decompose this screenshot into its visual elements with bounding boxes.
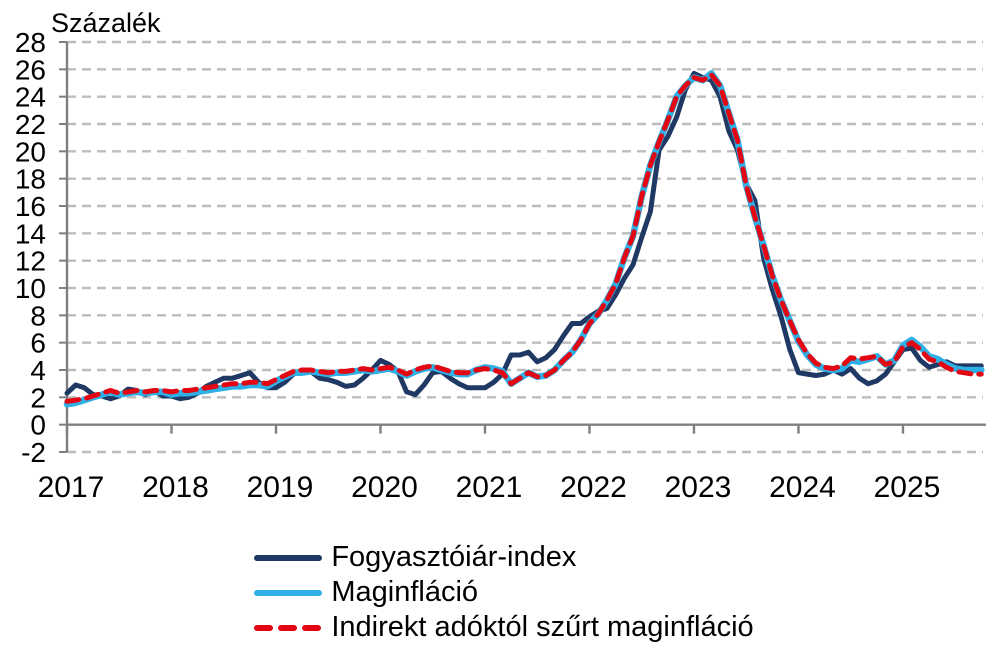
chart-legend: Fogyasztóiár-index Maginfláció Indirekt ad… [0,540,1007,645]
y-tick-label: 0 [30,410,46,441]
y-tick-label: 18 [15,164,46,195]
x-tick-label: 2017 [38,471,105,504]
y-tick-label: 16 [15,191,46,222]
axes [59,41,986,453]
legend-item-maginflacio: Maginfláció [253,575,478,610]
x-tick-label: 2021 [456,471,523,504]
legend-line-sample-fogyasztoiar-index [254,554,323,561]
y-tick-label: 4 [30,355,46,386]
x-tick-label: 2023 [665,471,732,504]
y-tick-label: 6 [30,328,46,359]
legend-label-fogyasztoiar-index: Fogyasztóiár-index [331,541,577,573]
x-tick-label: 2019 [247,471,314,504]
legend-line-sample-indirekt-adoktol-szurt-maginflacio [254,624,323,631]
chart-title: Százalék [51,8,161,38]
y-tick-label: 24 [15,82,46,113]
legend-line-sample-maginflacio [254,589,323,596]
y-tick-label: 12 [15,246,46,277]
x-tick-label: 2025 [874,471,941,504]
y-tick-label: 26 [15,54,46,85]
x-tick-label: 2018 [142,471,209,504]
legend-item-fogyasztoiar-index: Fogyasztóiár-index [253,540,576,575]
y-tick-label: -2 [21,437,46,468]
y-tick-label: 8 [30,300,46,331]
chart-legend-items: Fogyasztóiár-index Maginfláció Indirekt ad… [253,540,754,645]
legend-item-indirekt-adoktol-szurt-maginflacio: Indirekt adóktól szűrt maginfláció [253,610,754,645]
x-tick-label: 2024 [769,471,836,504]
series-lines [63,70,985,408]
y-tick-label: 14 [15,218,46,249]
x-tick-label: 2022 [560,471,627,504]
y-tick-label: 20 [15,136,46,167]
x-tick-label: 2020 [351,471,418,504]
gridlines [67,40,983,454]
series-line-indirekt-adoktol-szurt-maginflacio [64,72,984,404]
y-tick-label: 22 [15,109,46,140]
legend-label-maginflacio: Maginfláció [331,576,479,608]
y-tick-label: 10 [15,273,46,304]
y-tick-label: 2 [30,382,46,413]
legend-label-indirekt-adoktol-szurt-maginflacio: Indirekt adóktól szűrt maginfláció [331,611,754,643]
series-line-fogyasztoiar-index [64,70,984,402]
y-tick-label: 28 [15,27,46,58]
